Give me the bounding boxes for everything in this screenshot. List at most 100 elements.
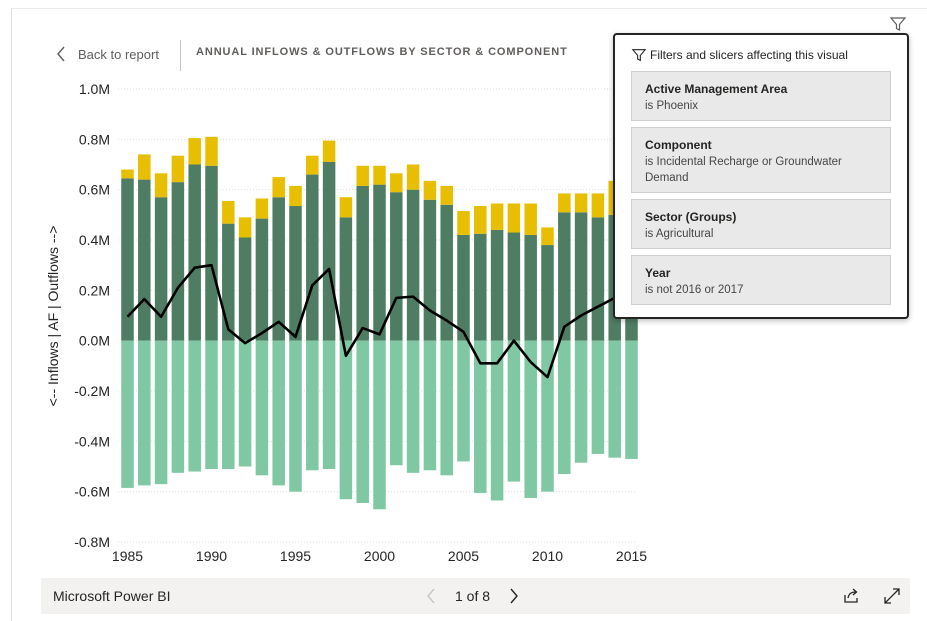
bar-incidental-recharge: [222, 200, 235, 224]
bar-incidental-recharge: [121, 169, 134, 179]
previous-page-button[interactable]: [421, 584, 441, 608]
fullscreen-icon[interactable]: [882, 586, 902, 606]
bar-groundwater-demand: [574, 212, 588, 341]
bar-groundwater-demand: [238, 237, 252, 341]
header-divider: [180, 40, 181, 71]
y-tick-label: -0.4M: [74, 433, 110, 449]
bar-incidental-recharge: [205, 136, 218, 166]
filter-card-title: Component: [645, 138, 712, 152]
bar-outflow: [541, 340, 554, 492]
bar-incidental-recharge: [356, 165, 369, 186]
bar-incidental-recharge: [440, 185, 453, 205]
y-tick-label: 1.0M: [79, 81, 110, 97]
bar-outflow: [625, 340, 638, 459]
bar-groundwater-demand: [541, 245, 554, 341]
bar-outflow: [306, 340, 319, 471]
filter-card-value: is Incidental Recharge or Groundwater De…: [645, 156, 842, 184]
bar-outflow: [474, 340, 487, 493]
bar-incidental-recharge: [423, 180, 437, 200]
bar-incidental-recharge: [574, 193, 588, 213]
x-tick-label: 1990: [196, 548, 227, 564]
bar-outflow: [255, 340, 269, 476]
bar-outflow: [121, 340, 134, 488]
bar-outflow: [608, 340, 621, 458]
filter-card-year[interactable]: Year is not 2016 or 2017: [631, 255, 891, 305]
filter-card-title: Active Management Area: [645, 82, 788, 96]
bar-outflow: [591, 340, 605, 454]
bar-groundwater-demand: [154, 197, 168, 341]
bar-incidental-recharge: [154, 173, 168, 198]
bar-outflow: [154, 340, 168, 485]
x-tick-label: 2010: [532, 548, 563, 564]
bar-incidental-recharge: [138, 154, 151, 180]
y-axis-title: <-- Inflows | AF | Outflows -->: [45, 226, 61, 407]
bar-outflow: [272, 340, 285, 486]
bar-incidental-recharge: [306, 155, 319, 175]
share-icon[interactable]: [841, 586, 861, 606]
filters-flyout-header: Filters and slicers affecting this visua…: [631, 47, 848, 63]
bar-groundwater-demand: [272, 197, 285, 341]
bar-outflow: [490, 340, 504, 501]
bar-outflow: [138, 340, 151, 486]
bar-incidental-recharge: [238, 217, 252, 238]
filter-card-sector[interactable]: Sector (Groups) is Agricultural: [631, 199, 891, 249]
x-tick-label: 2000: [364, 548, 395, 564]
bar-groundwater-demand: [205, 165, 218, 341]
filter-card-component[interactable]: Component is Incidental Recharge or Grou…: [631, 127, 891, 193]
bar-incidental-recharge: [373, 165, 386, 185]
bar-groundwater-demand: [121, 178, 134, 341]
filter-card-title: Year: [645, 266, 671, 280]
inflows-outflows-chart[interactable]: 1.0M 0.8M 0.6M 0.4M 0.2M 0.0M -0.2M -0.4M -0.6M -…: [0, 70, 650, 575]
x-tick-label: 2015: [616, 548, 647, 564]
x-tick-label: 1985: [112, 548, 143, 564]
next-page-button[interactable]: [504, 584, 524, 608]
y-tick-label: 0.8M: [79, 131, 110, 147]
filter-icon[interactable]: [889, 15, 907, 33]
bar-groundwater-demand: [222, 223, 235, 341]
bar-outflow: [205, 340, 218, 470]
y-tick-label: 0.4M: [79, 232, 110, 248]
bar-outflow: [440, 340, 453, 476]
net-series-line: [126, 263, 632, 379]
back-to-report-button[interactable]: Back to report: [56, 44, 159, 64]
bar-groundwater-demand: [171, 182, 185, 341]
bar-incidental-recharge: [272, 177, 285, 198]
bar-incidental-recharge: [390, 173, 403, 193]
filter-icon: [631, 49, 647, 62]
bar-groundwater-demand: [423, 199, 437, 341]
bar-incidental-recharge: [474, 206, 487, 234]
bar-outflow: [188, 340, 201, 472]
y-tick-label: 0.0M: [79, 333, 110, 349]
bar-outflow: [423, 340, 437, 471]
bar-groundwater-demand: [306, 174, 319, 341]
page-indicator: 1 of 8: [455, 588, 491, 604]
y-tick-label: 0.2M: [79, 282, 110, 298]
chart-bars: [121, 136, 638, 510]
filter-card-title: Sector (Groups): [645, 210, 737, 224]
bar-incidental-recharge: [591, 193, 605, 218]
chevron-right-icon: [510, 588, 518, 604]
bar-incidental-recharge: [171, 155, 185, 183]
filter-card-value: is Agricultural: [645, 228, 714, 240]
bar-outflow: [222, 340, 235, 470]
bar-incidental-recharge: [339, 197, 353, 218]
bar-groundwater-demand: [474, 233, 487, 341]
bar-groundwater-demand: [255, 218, 269, 341]
footer-bar: Microsoft Power BI 1 of 8: [41, 578, 910, 614]
bar-incidental-recharge: [541, 227, 554, 246]
back-to-report-label: Back to report: [78, 46, 159, 62]
bar-groundwater-demand: [524, 234, 537, 341]
y-tick-label: 0.6M: [79, 182, 110, 198]
power-bi-brand[interactable]: Microsoft Power BI: [53, 588, 171, 604]
bar-outflow: [390, 340, 403, 466]
filter-card-active-management-area[interactable]: Active Management Area is Phoenix: [631, 71, 891, 121]
bar-outflow: [574, 340, 588, 463]
chart-axes: 1.0M 0.8M 0.6M 0.4M 0.2M 0.0M -0.2M -0.4M -0.6M -…: [45, 81, 647, 564]
bar-incidental-recharge: [524, 203, 537, 235]
bar-outflow: [507, 340, 521, 482]
bar-outflow: [373, 340, 386, 510]
bar-incidental-recharge: [289, 185, 302, 207]
bar-groundwater-demand: [289, 206, 302, 341]
bar-groundwater-demand: [188, 164, 201, 341]
bar-incidental-recharge: [558, 193, 571, 213]
